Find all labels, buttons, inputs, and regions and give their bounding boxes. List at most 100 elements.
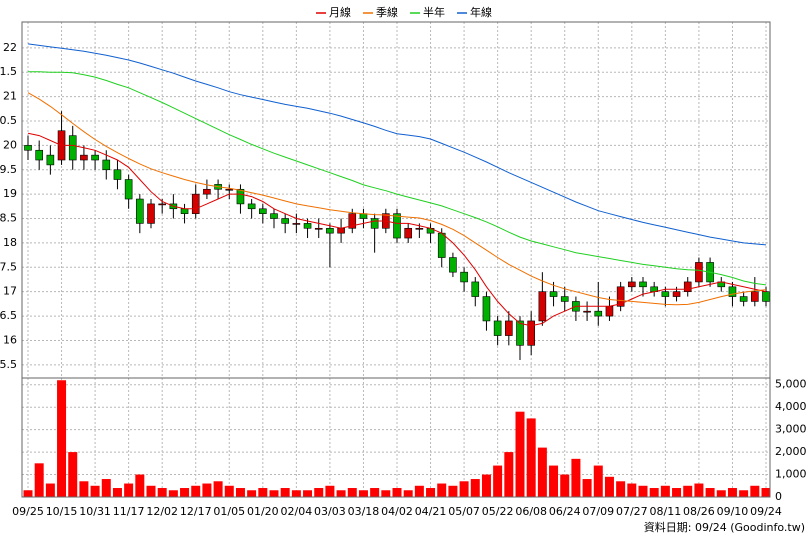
x-tick-label: 11/17 [113, 505, 145, 518]
x-tick-label: 02/04 [281, 505, 313, 518]
volume-bar [750, 485, 760, 497]
candle-body [672, 291, 681, 297]
volume-bar [146, 485, 156, 497]
candle-body [136, 198, 144, 224]
candle-body [437, 232, 446, 258]
volume-bar [224, 485, 234, 497]
volume-bar [124, 483, 134, 497]
volume-bar [649, 488, 659, 497]
volume-bar [358, 490, 368, 497]
volume-bar [258, 488, 268, 497]
volume-bar [493, 465, 503, 497]
volume-bar [504, 452, 514, 497]
volume-bar [157, 488, 167, 497]
volume-bar [34, 463, 44, 497]
candle-body [471, 281, 480, 297]
candle-body [560, 296, 569, 302]
ma-line [28, 71, 767, 286]
candle-body [303, 223, 312, 229]
x-tick-label: 04/02 [381, 505, 413, 518]
candle-body [739, 296, 748, 302]
candle-body [337, 227, 345, 234]
ma-line [27, 132, 767, 327]
y-tick-label: 1.5 [0, 65, 17, 78]
candle-body [24, 145, 32, 151]
volume-bar [191, 485, 201, 497]
y-tick-label: 7.5 [0, 260, 17, 273]
y-tick-label: 18 [3, 236, 17, 249]
volume-bar [481, 474, 491, 497]
volume-bar [392, 488, 402, 497]
volume-bar [694, 483, 704, 497]
x-tick-label: 07/27 [616, 505, 648, 518]
candle-body [728, 286, 737, 297]
y2-tick-label: 4,000 [775, 400, 807, 413]
volume-bar [549, 465, 559, 497]
ma-line [27, 92, 767, 306]
volume-bar [571, 458, 581, 497]
candle-body [516, 320, 524, 346]
candle-body [147, 203, 155, 224]
y-tick-label: 0.5 [0, 114, 17, 127]
volume-bar [683, 485, 693, 497]
volume-bar [627, 483, 637, 497]
volume-bar [347, 488, 357, 497]
ma-line [27, 43, 767, 246]
x-tick-label: 01/05 [213, 505, 245, 518]
candle-body [404, 227, 412, 239]
volume-bar [57, 380, 67, 497]
volume-bar [526, 418, 536, 497]
y-tick-label: 22 [3, 41, 17, 54]
y2-tick-label: 3,000 [775, 423, 807, 436]
candle-body [158, 203, 166, 206]
candle-body [225, 188, 234, 191]
candle-body [393, 213, 401, 239]
candle-body [259, 208, 267, 214]
volume-bar [168, 490, 178, 497]
volume-bar [90, 485, 100, 497]
x-tick-label: 12/17 [180, 505, 212, 518]
candle-body [415, 227, 424, 230]
candle-body [493, 320, 502, 336]
volume-bar [79, 481, 89, 497]
volume-bar [101, 479, 111, 497]
x-tick-label: 03/18 [348, 505, 380, 518]
x-tick-label: 06/08 [515, 505, 547, 518]
candle-body [247, 203, 256, 210]
candle-body [46, 154, 55, 166]
candle-body [68, 135, 77, 161]
y2-tick-label: 1,000 [775, 468, 807, 481]
candle-body [482, 296, 491, 322]
candle-body [661, 291, 670, 297]
x-tick-label: 09/24 [750, 505, 782, 518]
volume-bar [426, 488, 436, 497]
candle-body [270, 213, 278, 219]
source-note: 資料日期: 09/24 (Goodinfo.tw) [644, 520, 805, 534]
volume-bar [381, 490, 391, 497]
candle-body [695, 262, 703, 283]
x-tick-label: 05/22 [482, 505, 514, 518]
candle-body [583, 310, 591, 313]
volume-bar [716, 490, 726, 497]
candle-body [180, 208, 189, 214]
candle-body [370, 218, 379, 229]
volume-bar [761, 488, 771, 497]
candle-body [549, 291, 558, 297]
candle-body [326, 227, 334, 234]
volume-bar [739, 490, 749, 497]
candle-body [762, 291, 770, 302]
x-tick-label: 08/11 [650, 505, 682, 518]
volume-bar [68, 452, 78, 497]
volume-bar [45, 483, 55, 497]
candle-body [80, 154, 88, 161]
plot-frame [21, 21, 771, 498]
candle-body [91, 154, 99, 161]
candle-body [538, 291, 547, 322]
candle-body [191, 193, 200, 214]
volume-bar [202, 483, 212, 497]
y-tick-label: 21 [3, 90, 17, 103]
y2-tick-label: 0 [775, 490, 782, 503]
candle-body [683, 281, 692, 292]
y-tick-label: 9.5 [0, 163, 17, 176]
